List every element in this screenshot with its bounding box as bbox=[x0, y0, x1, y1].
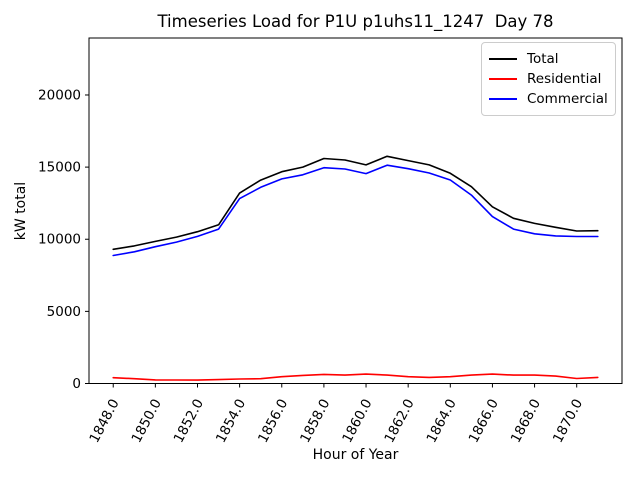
legend-item-residential: Residential bbox=[489, 69, 607, 89]
legend-label-total: Total bbox=[527, 51, 559, 67]
y-tick-label: 5000 bbox=[47, 304, 81, 320]
x-axis-label: Hour of Year bbox=[312, 447, 399, 463]
x-tick-label: 1850.0 bbox=[129, 396, 165, 445]
legend: Total Residential Commercial bbox=[481, 42, 616, 116]
x-tick-label: 1870.0 bbox=[550, 396, 586, 445]
series-line-residential bbox=[112, 373, 599, 381]
x-tick-label: 1858.0 bbox=[297, 396, 333, 445]
x-tick-label: 1856.0 bbox=[255, 396, 291, 445]
x-tick-label: 1866.0 bbox=[466, 396, 502, 445]
y-tick-label: 10000 bbox=[38, 232, 81, 248]
plot-border bbox=[88, 37, 623, 384]
x-tick-label: 1848.0 bbox=[86, 396, 122, 445]
x-tick-label: 1862.0 bbox=[381, 396, 417, 445]
x-tick-label: 1860.0 bbox=[339, 396, 375, 445]
x-tick-label: 1854.0 bbox=[213, 396, 249, 445]
legend-swatch-residential bbox=[489, 78, 517, 80]
y-tick-label: 20000 bbox=[38, 87, 81, 103]
y-axis-label: kW total bbox=[13, 181, 29, 241]
legend-item-commercial: Commercial bbox=[489, 89, 608, 109]
x-tick-label: 1852.0 bbox=[171, 396, 207, 445]
y-tick-label: 0 bbox=[72, 376, 81, 392]
y-tick-label: 15000 bbox=[38, 160, 81, 176]
chart-title: Timeseries Load for P1U p1uhs11_1247 Day… bbox=[157, 12, 554, 31]
x-tick-label: 1868.0 bbox=[508, 396, 544, 445]
series-line-total bbox=[112, 155, 599, 251]
series-line-commercial bbox=[112, 164, 599, 257]
legend-swatch-commercial bbox=[489, 98, 517, 100]
legend-label-commercial: Commercial bbox=[527, 91, 608, 107]
legend-label-residential: Residential bbox=[527, 71, 602, 87]
legend-item-total: Total bbox=[489, 49, 607, 69]
x-tick-label: 1864.0 bbox=[424, 396, 460, 445]
legend-swatch-total bbox=[489, 58, 517, 60]
